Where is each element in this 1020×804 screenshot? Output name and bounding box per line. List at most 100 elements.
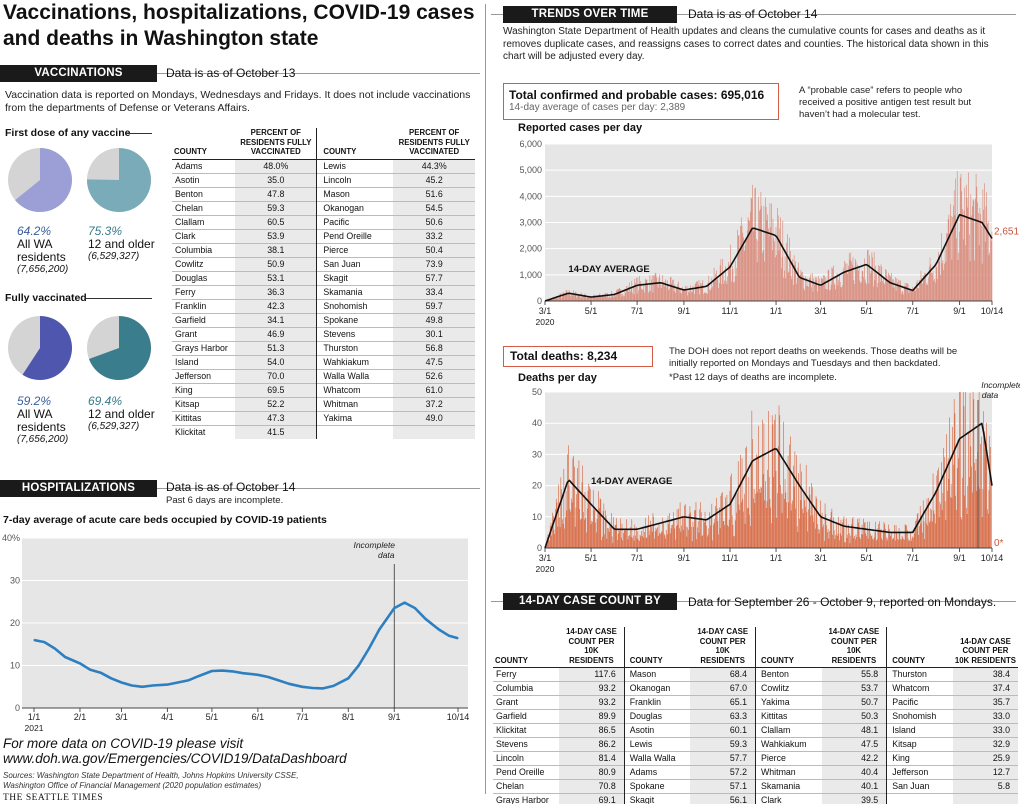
percent-value: 41.5 bbox=[235, 424, 317, 439]
daily-bar bbox=[732, 525, 734, 548]
deaths-chart-title: Deaths per day bbox=[518, 372, 597, 384]
daily-bar bbox=[845, 542, 846, 548]
daily-bar bbox=[908, 541, 910, 548]
daily-bar bbox=[765, 206, 767, 301]
daily-bar bbox=[780, 493, 782, 548]
case-count-value: 57.1 bbox=[690, 779, 756, 794]
average-line bbox=[544, 422, 993, 549]
daily-bar bbox=[605, 510, 606, 548]
daily-bar bbox=[610, 526, 611, 548]
daily-bar bbox=[816, 498, 818, 548]
daily-bar bbox=[663, 286, 665, 301]
daily-bar bbox=[750, 461, 752, 548]
y-tick-label: 5,000 bbox=[519, 165, 542, 175]
daily-bar bbox=[709, 512, 710, 548]
table-row: Klickitat 41.5 bbox=[172, 424, 475, 439]
daily-bar bbox=[876, 540, 877, 548]
daily-bar bbox=[763, 423, 765, 548]
daily-bar bbox=[981, 436, 982, 548]
daily-bar bbox=[838, 279, 839, 301]
daily-bar bbox=[959, 392, 960, 548]
daily-bar bbox=[628, 292, 630, 301]
daily-bar bbox=[820, 517, 822, 548]
daily-bar bbox=[584, 492, 586, 548]
daily-bar bbox=[735, 276, 737, 301]
daily-bar bbox=[580, 518, 582, 548]
data-point bbox=[368, 647, 370, 650]
daily-bar bbox=[963, 406, 965, 548]
daily-bar bbox=[928, 497, 929, 548]
daily-bar bbox=[912, 536, 913, 548]
daily-bar bbox=[704, 511, 706, 548]
daily-bar bbox=[943, 269, 944, 301]
daily-bar bbox=[938, 467, 939, 548]
daily-bar bbox=[597, 510, 599, 548]
daily-bar bbox=[979, 207, 981, 301]
daily-bar bbox=[971, 492, 973, 548]
county-name: Garfield bbox=[172, 312, 236, 327]
case-count-value: 37.4 bbox=[952, 681, 1018, 696]
daily-bar bbox=[682, 289, 684, 301]
daily-bar bbox=[944, 457, 945, 548]
daily-bar bbox=[635, 527, 637, 548]
daily-bar bbox=[766, 501, 768, 548]
table-row: Cowlitz 50.9 San Juan 73.9 bbox=[172, 256, 475, 271]
daily-bar bbox=[976, 186, 978, 301]
percent-value: 70.0 bbox=[235, 368, 317, 383]
daily-bar bbox=[570, 296, 571, 301]
percent-value: 51.6 bbox=[393, 186, 475, 201]
table-row: Klickitat 86.5 Asotin 60.1 Clallam 48.1 Island… bbox=[493, 723, 1018, 738]
daily-bar bbox=[947, 219, 949, 301]
daily-bar bbox=[622, 293, 624, 301]
daily-bar bbox=[753, 227, 755, 301]
daily-bar bbox=[879, 281, 881, 301]
daily-bar bbox=[655, 273, 657, 301]
daily-bar bbox=[622, 540, 624, 548]
daily-bar bbox=[906, 525, 907, 548]
daily-bar bbox=[728, 264, 730, 301]
daily-bar bbox=[823, 275, 824, 301]
daily-bar bbox=[815, 496, 817, 548]
daily-bar bbox=[987, 221, 989, 301]
case-count-value: 25.9 bbox=[952, 751, 1018, 766]
daily-bar bbox=[693, 526, 695, 548]
daily-bar bbox=[713, 522, 715, 548]
daily-bar bbox=[764, 500, 765, 548]
daily-bar bbox=[604, 296, 605, 301]
x-tick-label: 7/1 bbox=[906, 553, 919, 563]
daily-bar bbox=[580, 297, 581, 301]
daily-bar bbox=[625, 530, 627, 548]
daily-bar bbox=[884, 284, 886, 301]
daily-bar bbox=[558, 517, 560, 548]
county-name: Spokane bbox=[623, 779, 691, 794]
daily-bar bbox=[791, 503, 793, 548]
hospitalizations-header: HOSPITALIZATIONS bbox=[0, 480, 157, 497]
daily-bar bbox=[886, 540, 888, 548]
daily-bar bbox=[900, 280, 901, 301]
daily-bar bbox=[808, 286, 809, 301]
county-case-table: COUNTY 14-DAY CASE COUNT PER 10K RESIDENT… bbox=[493, 627, 1018, 804]
hospitalizations-chart-title: 7-day average of acute care beds occupie… bbox=[3, 514, 327, 526]
last-value-label: 0* bbox=[994, 538, 1004, 549]
daily-bar bbox=[587, 297, 589, 301]
table-row: Columbia 38.1 Pierce 50.4 bbox=[172, 242, 475, 257]
deaths-note-incomplete: *Past 12 days of deaths are incomplete. bbox=[669, 372, 837, 383]
daily-bar bbox=[657, 287, 659, 301]
y-tick-label: 1,000 bbox=[519, 270, 542, 280]
daily-bar bbox=[846, 538, 848, 548]
daily-bar bbox=[919, 280, 920, 301]
daily-bar bbox=[737, 493, 738, 548]
daily-bar bbox=[874, 280, 876, 301]
daily-bar bbox=[590, 524, 592, 548]
daily-bar bbox=[841, 535, 842, 548]
daily-bar bbox=[783, 498, 785, 548]
dashboard-link[interactable]: www.doh.wa.gov/Emergencies/COVID19/DataD… bbox=[3, 751, 347, 766]
daily-bar bbox=[814, 528, 816, 548]
daily-bar bbox=[833, 517, 834, 548]
x-tick-label: 7/1 bbox=[631, 553, 644, 563]
daily-bar bbox=[793, 255, 795, 301]
daily-bar bbox=[743, 237, 744, 301]
daily-bar bbox=[677, 283, 679, 301]
